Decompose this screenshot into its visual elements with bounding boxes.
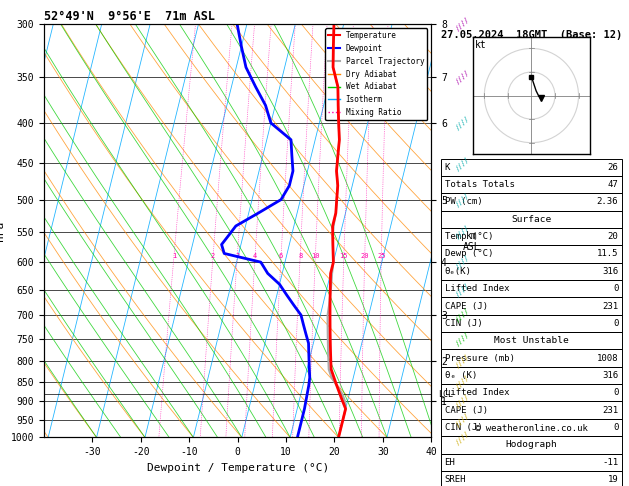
Text: ////: //// [454, 16, 470, 33]
Y-axis label: km
ASL: km ASL [463, 231, 481, 252]
Text: ////: //// [454, 115, 470, 131]
Bar [441, 471, 622, 486]
Text: CIN (J): CIN (J) [445, 319, 482, 328]
Text: CAPE (J): CAPE (J) [445, 301, 487, 311]
Text: LCL: LCL [438, 390, 453, 399]
Bar [441, 436, 622, 453]
Text: 26: 26 [608, 163, 618, 172]
Bar [441, 349, 622, 367]
Text: 2.36: 2.36 [597, 197, 618, 207]
Text: 6: 6 [279, 253, 283, 260]
Text: ////: //// [454, 69, 470, 86]
Text: ////: //// [454, 374, 470, 390]
Text: Hodograph: Hodograph [506, 440, 557, 450]
Text: Lifted Index: Lifted Index [445, 388, 509, 397]
Text: θₑ(K): θₑ(K) [445, 267, 471, 276]
Bar [441, 228, 622, 245]
Bar [441, 332, 622, 349]
Text: EH: EH [445, 458, 455, 467]
Bar [441, 315, 622, 332]
Bar [441, 419, 622, 436]
Bar [441, 245, 622, 262]
Text: 25: 25 [377, 253, 386, 260]
Text: © weatheronline.co.uk: © weatheronline.co.uk [475, 424, 588, 434]
Text: Surface: Surface [511, 215, 552, 224]
Text: PW (cm): PW (cm) [445, 197, 482, 207]
Text: 19: 19 [608, 475, 618, 484]
Text: ////: //// [454, 191, 470, 208]
Bar [441, 176, 622, 193]
Text: 0: 0 [613, 319, 618, 328]
Bar [441, 280, 622, 297]
Text: ////: //// [454, 429, 470, 446]
Bar [441, 453, 622, 471]
Text: 27.05.2024  18GMT  (Base: 12): 27.05.2024 18GMT (Base: 12) [441, 31, 622, 40]
Bar [441, 262, 622, 280]
Bar [441, 210, 622, 228]
Text: 10: 10 [311, 253, 320, 260]
Text: 11.5: 11.5 [597, 249, 618, 259]
Text: 0: 0 [613, 284, 618, 293]
Text: 2: 2 [211, 253, 215, 260]
Bar [441, 367, 622, 384]
Text: Pressure (mb): Pressure (mb) [445, 354, 515, 363]
Text: 15: 15 [340, 253, 348, 260]
Text: 316: 316 [602, 267, 618, 276]
Bar [441, 193, 622, 210]
Text: 0: 0 [613, 388, 618, 397]
Text: 0: 0 [613, 423, 618, 432]
Bar [441, 384, 622, 401]
Y-axis label: hPa: hPa [0, 221, 5, 241]
Text: ////: //// [454, 330, 470, 347]
Text: ////: //// [454, 156, 470, 172]
Text: 3: 3 [235, 253, 240, 260]
Text: ////: //// [454, 254, 470, 270]
Text: K: K [445, 163, 450, 172]
Text: 4: 4 [253, 253, 257, 260]
Text: Dewp (°C): Dewp (°C) [445, 249, 493, 259]
Text: 231: 231 [602, 406, 618, 415]
Bar [441, 297, 622, 315]
Text: CAPE (J): CAPE (J) [445, 406, 487, 415]
Text: ////: //// [454, 224, 470, 241]
X-axis label: Dewpoint / Temperature (°C): Dewpoint / Temperature (°C) [147, 463, 329, 473]
Text: -11: -11 [602, 458, 618, 467]
Bar [441, 401, 622, 419]
Text: 52°49'N  9°56'E  71m ASL: 52°49'N 9°56'E 71m ASL [44, 10, 215, 23]
Text: 1: 1 [172, 253, 176, 260]
Text: Temp (°C): Temp (°C) [445, 232, 493, 241]
Text: 47: 47 [608, 180, 618, 189]
Text: CIN (J): CIN (J) [445, 423, 482, 432]
Text: 231: 231 [602, 301, 618, 311]
Text: Most Unstable: Most Unstable [494, 336, 569, 345]
Legend: Temperature, Dewpoint, Parcel Trajectory, Dry Adiabat, Wet Adiabat, Isotherm, Mi: Temperature, Dewpoint, Parcel Trajectory… [325, 28, 427, 120]
Text: ////: //// [454, 281, 470, 298]
Text: ////: //// [454, 393, 470, 409]
Text: 1008: 1008 [597, 354, 618, 363]
Text: 316: 316 [602, 371, 618, 380]
Text: 20: 20 [360, 253, 369, 260]
Text: 8: 8 [298, 253, 303, 260]
Text: 20: 20 [608, 232, 618, 241]
Bar [441, 158, 622, 176]
Text: ////: //// [454, 412, 470, 428]
Text: SREH: SREH [445, 475, 466, 484]
Text: ////: //// [454, 353, 470, 369]
Text: θₑ (K): θₑ (K) [445, 371, 477, 380]
Text: Lifted Index: Lifted Index [445, 284, 509, 293]
Text: ////: //// [454, 307, 470, 323]
Text: Totals Totals: Totals Totals [445, 180, 515, 189]
